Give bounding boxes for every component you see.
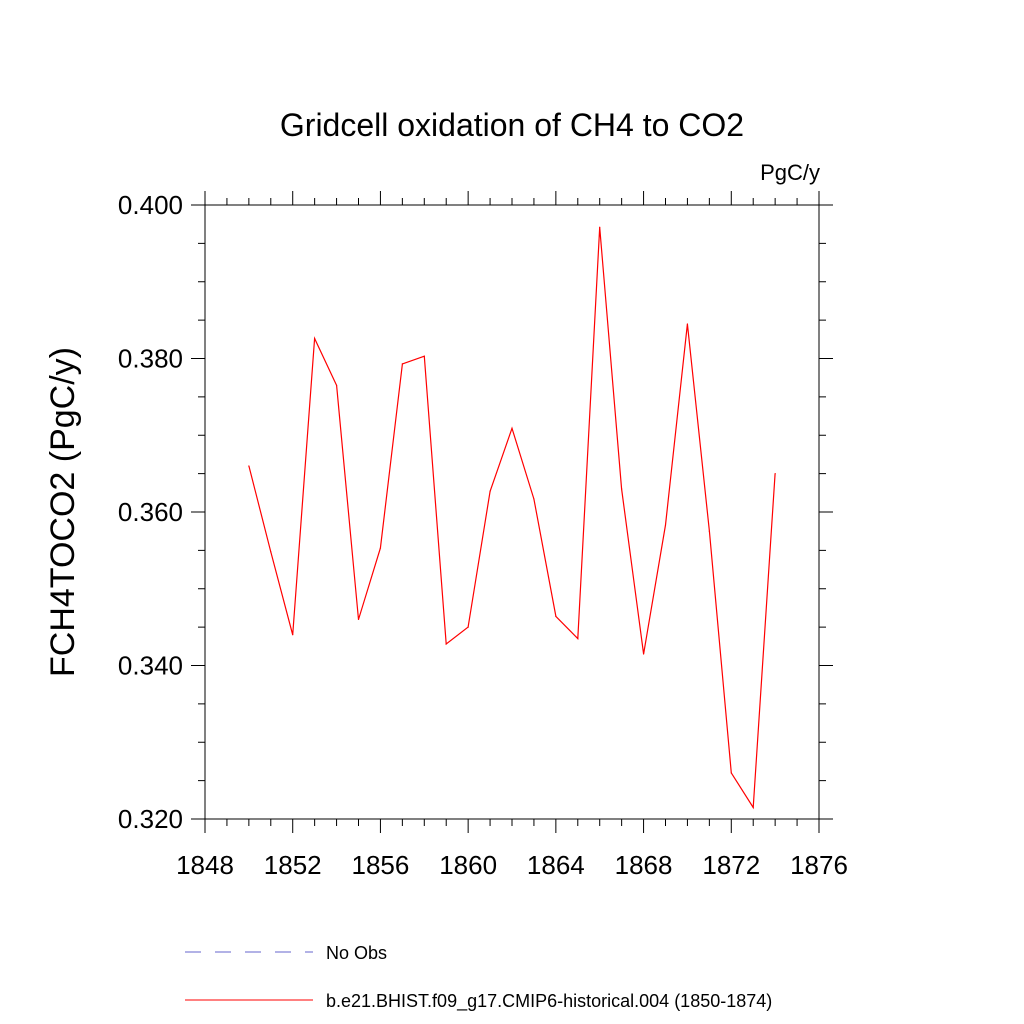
legend: No Obs b.e21.BHIST.f09_g17.CMIP6-historic… xyxy=(185,943,772,1012)
data-point xyxy=(292,634,294,636)
y-tick-label: 0.360 xyxy=(118,497,183,527)
legend-label: No Obs xyxy=(326,943,387,963)
legend-label: b.e21.BHIST.f09_g17.CMIP6-historical.004… xyxy=(326,991,772,1012)
x-tick-label: 1868 xyxy=(615,850,673,880)
data-point xyxy=(248,465,250,467)
units-label: PgC/y xyxy=(760,160,820,185)
data-point xyxy=(621,488,623,490)
y-tick-label: 0.320 xyxy=(118,804,183,834)
data-point xyxy=(270,551,272,553)
data-point xyxy=(752,806,754,809)
x-tick-label: 1864 xyxy=(527,850,585,880)
data-point xyxy=(730,772,732,774)
data-point xyxy=(357,618,360,621)
data-point xyxy=(423,355,425,357)
data-point xyxy=(314,337,316,340)
data-point xyxy=(577,638,579,640)
x-tick-label: 1848 xyxy=(176,850,234,880)
series-line xyxy=(248,227,776,810)
data-point xyxy=(467,626,469,628)
y-tick-label: 0.400 xyxy=(118,190,183,220)
x-tick-label: 1876 xyxy=(790,850,848,880)
chart-title: Gridcell oxidation of CH4 to CO2 xyxy=(280,107,744,143)
data-point xyxy=(335,384,338,386)
data-point xyxy=(511,427,513,429)
axis-ticks xyxy=(191,191,833,833)
data-point xyxy=(379,547,382,549)
data-point xyxy=(664,524,667,526)
data-point xyxy=(401,363,403,365)
data-point xyxy=(599,226,601,228)
series-layer xyxy=(248,226,776,810)
x-tick-label: 1872 xyxy=(702,850,760,880)
y-tick-label: 0.380 xyxy=(118,344,183,374)
data-point xyxy=(555,615,557,617)
tick-labels: 1848 1852 1856 1860 1864 1868 1872 1876 0.320 0.3… xyxy=(118,190,848,880)
data-point xyxy=(533,498,535,500)
data-point xyxy=(708,530,710,532)
y-axis-label: FCH4TOCO2 (PgC/y) xyxy=(44,347,82,677)
x-tick-label: 1856 xyxy=(352,850,410,880)
data-point xyxy=(642,653,645,655)
data-point xyxy=(686,323,689,325)
x-tick-label: 1860 xyxy=(439,850,497,880)
y-tick-label: 0.340 xyxy=(118,651,183,681)
data-point xyxy=(489,490,491,492)
data-point xyxy=(774,473,776,475)
x-tick-label: 1852 xyxy=(264,850,322,880)
data-point xyxy=(445,643,447,645)
